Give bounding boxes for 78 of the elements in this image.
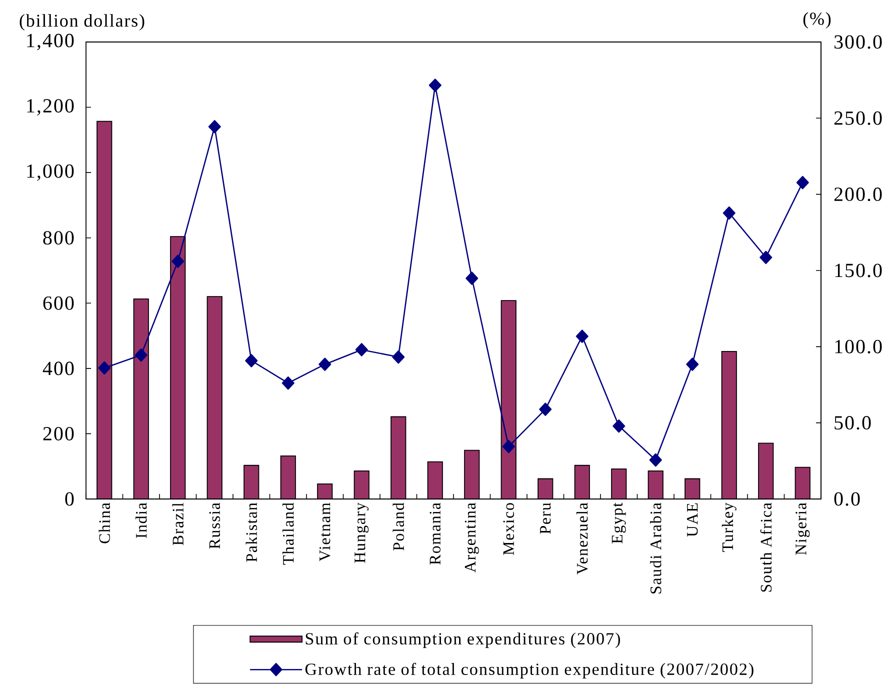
point — [392, 350, 405, 364]
x-tick-label: Thailand — [282, 502, 294, 565]
point — [245, 354, 258, 368]
x-tick-label: UAE — [687, 503, 698, 537]
bar — [133, 298, 149, 499]
bar — [648, 470, 664, 499]
point — [686, 358, 699, 371]
bar — [538, 478, 554, 499]
x-tick-label: Pakistan — [246, 502, 258, 562]
bar — [280, 455, 296, 499]
legend-label: Sum of consumption expenditures (2007) — [306, 632, 620, 648]
bar — [574, 464, 590, 499]
y2-tick-label: 250.0 — [834, 111, 882, 125]
point — [318, 358, 332, 371]
y2-tick-label: 300.0 — [834, 35, 882, 49]
bar — [170, 236, 186, 499]
point — [208, 120, 221, 134]
x-tick-label: China — [98, 502, 110, 544]
point — [576, 330, 588, 343]
y-tick-label: 400 — [42, 362, 74, 376]
x-tick-label: Romania — [430, 502, 441, 565]
x-tick-label: Russia — [209, 502, 220, 549]
bar — [684, 478, 700, 499]
y-axis-title: (billion dollars) — [20, 14, 144, 30]
bar — [721, 351, 737, 499]
bar — [390, 416, 406, 499]
y2-tick-label: 150.0 — [835, 264, 882, 278]
y-tick-label: 1,400 — [27, 34, 74, 50]
point — [282, 376, 294, 390]
bar — [500, 300, 516, 499]
y-tick-label: 600 — [43, 296, 74, 310]
point — [134, 348, 148, 362]
point — [649, 453, 662, 467]
x-tick-label: South Africa — [760, 502, 772, 592]
point — [466, 272, 478, 285]
point — [796, 176, 809, 190]
x-tick-label: Vietnam — [319, 502, 330, 562]
bar — [794, 466, 810, 499]
point — [612, 419, 626, 433]
y-tick-label: 1,200 — [27, 99, 74, 116]
bar — [354, 470, 370, 499]
point — [355, 343, 368, 356]
point — [539, 402, 552, 416]
x-tick-label: Venezuela — [576, 502, 588, 574]
bar — [427, 461, 443, 499]
x-tick-label: Argentina — [464, 502, 479, 572]
y2-tick-label: 0.0 — [834, 492, 860, 506]
x-tick-label: Turkey — [722, 502, 736, 552]
x-tick-label: Peru — [540, 502, 551, 534]
y-tick-label: 800 — [43, 231, 74, 245]
y-tick-label: 0 — [65, 492, 74, 506]
bar — [758, 442, 774, 499]
point — [760, 250, 772, 264]
x-tick-label: Brazil — [172, 502, 184, 546]
point — [428, 78, 442, 92]
bar — [464, 450, 480, 499]
bar — [206, 296, 222, 499]
y2-tick-label: 100.0 — [835, 340, 882, 354]
x-tick-label: Egypt — [612, 502, 626, 544]
x-tick-label: Poland — [392, 502, 404, 551]
y2-tick-label: 50.0 — [834, 416, 871, 430]
x-tick-label: Mexico — [503, 503, 514, 555]
point — [98, 361, 111, 375]
point — [722, 206, 736, 220]
point — [502, 440, 515, 454]
y2-tick-label: 200.0 — [834, 188, 882, 202]
x-tick-label: Hungary — [354, 502, 369, 563]
point — [172, 254, 184, 268]
bar — [96, 120, 112, 499]
x-tick-label: India — [135, 502, 147, 538]
x-tick-label: Saudi Arabia — [650, 502, 662, 594]
y-tick-label: 1,000 — [27, 164, 74, 181]
bar — [611, 468, 627, 499]
legend-label: Growth rate of total consumption expenditure (2007/2002) — [305, 662, 754, 678]
y2-axis-title: (%) — [803, 12, 831, 28]
y-tick-label: 200 — [43, 426, 74, 440]
bar — [244, 464, 260, 499]
x-tick-label: Nigeria — [796, 502, 810, 555]
